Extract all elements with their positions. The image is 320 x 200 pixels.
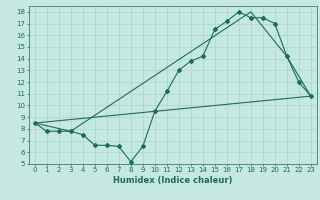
X-axis label: Humidex (Indice chaleur): Humidex (Indice chaleur): [113, 176, 233, 185]
